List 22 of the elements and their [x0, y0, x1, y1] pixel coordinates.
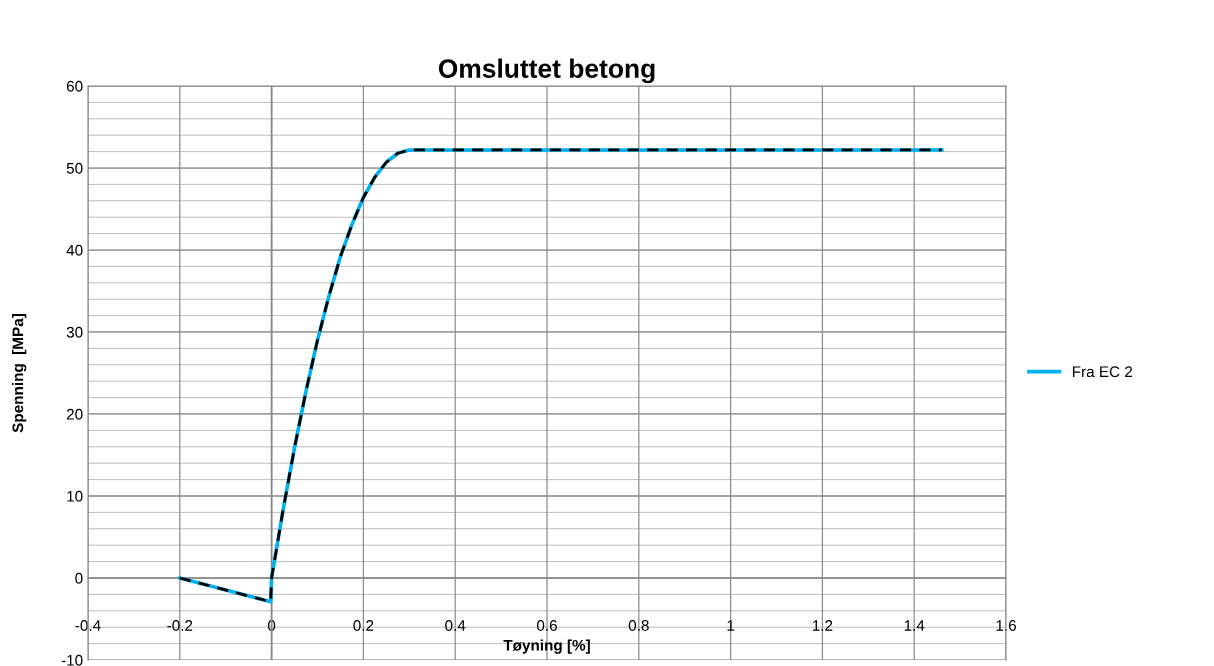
y-tick-label: -10	[61, 654, 83, 666]
y-tick-label: 0	[75, 572, 83, 584]
x-tick-label: 1.4	[904, 620, 925, 631]
y-tick-label: 30	[66, 326, 83, 338]
x-axis-title: Tøyning [%]	[503, 639, 590, 654]
x-tick-label: 0.2	[353, 620, 374, 631]
legend-label: Fra EC 2	[1072, 366, 1133, 378]
y-tick-label: 10	[67, 490, 83, 502]
x-tick-label: 0.4	[445, 620, 466, 631]
x-tick-label: 1	[727, 620, 735, 631]
x-tick-label: -0.2	[167, 620, 193, 631]
y-tick-label: 20	[66, 408, 83, 420]
y-tick-label: 40	[66, 244, 83, 256]
y-axis-title: Spenning [MPa]	[12, 314, 27, 433]
x-tick-label: 0.6	[536, 620, 557, 631]
y-tick-label: 60	[66, 80, 83, 92]
x-tick-label: 0.8	[628, 620, 649, 631]
x-tick-label: 1.6	[996, 620, 1016, 631]
y-tick-label: 50	[66, 162, 83, 174]
x-tick-label: 1.2	[812, 620, 833, 631]
x-tick-label: -0.4	[75, 620, 101, 631]
chart-title: Omsluttet betong	[438, 58, 655, 84]
